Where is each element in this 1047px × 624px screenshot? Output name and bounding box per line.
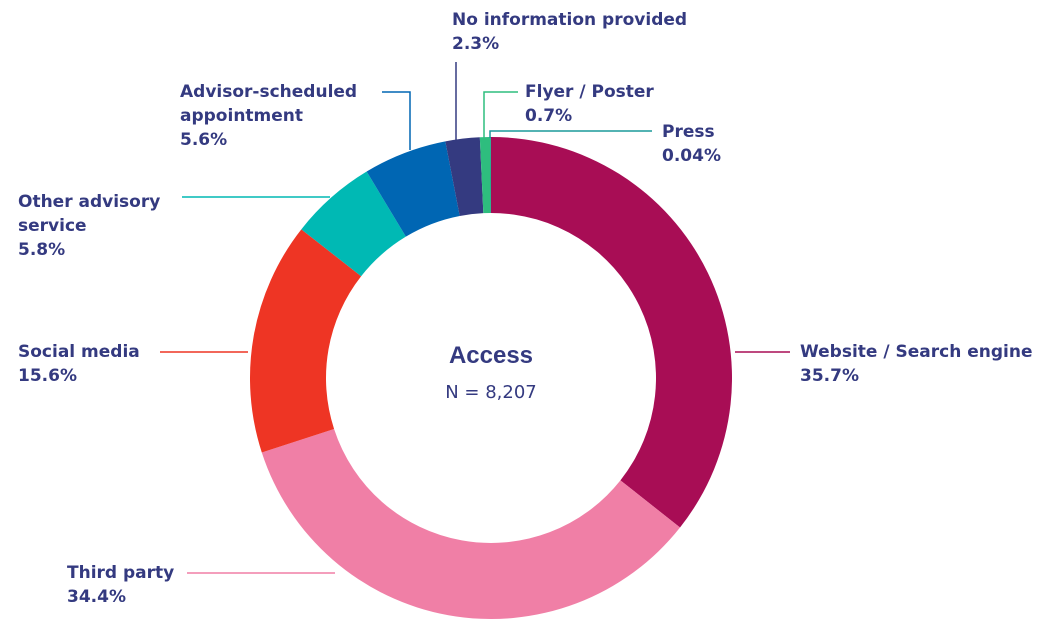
leader-line: [489, 130, 652, 138]
donut-segment: [490, 137, 491, 214]
segment-label: No information provided 2.3%: [452, 8, 752, 56]
segment-name: Press: [662, 122, 715, 142]
segment-value: 35.7%: [800, 366, 859, 386]
donut-segment: [261, 428, 681, 619]
donut-segment: [445, 137, 484, 216]
donut-segment: [366, 141, 460, 237]
segment-value: 15.6%: [18, 366, 77, 386]
center-subtitle: N = 8,207: [445, 382, 537, 403]
segment-label: Advisor-scheduled appointment 5.6%: [180, 80, 375, 152]
segment-label: Third party 34.4%: [67, 561, 197, 609]
segment-label: Website / Search engine 35.7%: [800, 340, 1047, 388]
segment-label: Press 0.04%: [662, 120, 762, 168]
segment-name: Social media: [18, 342, 140, 362]
segment-name: Website / Search engine: [800, 342, 1033, 362]
leader-line: [483, 91, 518, 140]
segment-name: Flyer / Poster: [525, 82, 654, 102]
segment-label: Other advisory service 5.8%: [18, 190, 183, 262]
donut-segment: [249, 229, 362, 453]
segment-name: Third party: [67, 563, 175, 583]
donut-segment: [301, 171, 406, 277]
segment-name: Other advisory service: [18, 192, 161, 236]
donut-segment: [479, 137, 491, 214]
donut-segment: [491, 137, 733, 528]
segment-value: 0.7%: [525, 106, 573, 126]
segment-value: 2.3%: [452, 34, 500, 54]
segment-value: 0.04%: [662, 146, 721, 166]
segment-label: Social media 15.6%: [18, 340, 158, 388]
center-title: Access: [449, 342, 533, 369]
segment-name: No information provided: [452, 10, 688, 30]
segment-label: Flyer / Poster 0.7%: [525, 80, 725, 128]
segment-value: 34.4%: [67, 587, 126, 607]
segment-value: 5.8%: [18, 240, 66, 260]
segment-value: 5.6%: [180, 130, 228, 150]
segment-name: Advisor-scheduled appointment: [180, 82, 358, 126]
leader-line: [382, 91, 411, 150]
